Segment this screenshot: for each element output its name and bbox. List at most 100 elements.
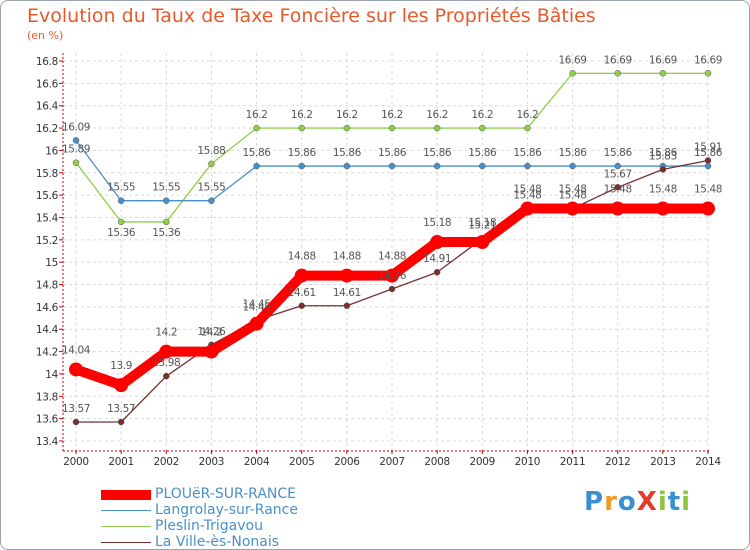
data-label: 14.91 [423,253,451,265]
series-point[interactable] [298,162,305,170]
data-label: 15.55 [152,182,180,194]
series-point[interactable] [163,372,170,380]
x-tick-label: 2000 [63,456,89,468]
data-label: 13.57 [62,403,90,415]
series-point[interactable] [433,124,441,132]
proxiti-logo: ProXiti [584,487,691,517]
series-point[interactable] [117,197,125,204]
y-tick-label: 13.8 [36,391,58,403]
series-point[interactable] [433,162,441,170]
x-tick-label: 2010 [515,456,541,468]
series-point[interactable] [72,159,80,166]
series-point[interactable] [114,378,129,393]
series-point[interactable] [655,201,670,216]
data-label: 15.36 [152,227,181,239]
series-point[interactable] [614,70,621,77]
series-point[interactable] [610,201,625,216]
series-point[interactable] [614,162,621,170]
y-tick-label: 15.4 [36,212,59,224]
series-point[interactable] [343,124,351,132]
series-point[interactable] [614,184,621,191]
series-point[interactable] [163,218,170,226]
series-point[interactable] [204,344,219,359]
series-point[interactable] [298,302,305,310]
series-point[interactable] [704,70,712,77]
y-tick-label: 14 [45,369,58,381]
series-point[interactable] [343,162,351,170]
series-point[interactable] [208,160,215,168]
data-label: 14.88 [378,251,406,263]
series-point[interactable] [569,70,576,77]
series-point[interactable] [565,201,580,216]
unit-label: (en %) [27,29,64,42]
data-label: 15.86 [288,147,317,159]
data-label: 16.69 [649,54,677,66]
y-tick-label: 14.8 [36,280,58,292]
x-tick-label: 2007 [379,456,405,468]
series-point[interactable] [117,418,125,426]
x-tick-label: 2011 [560,456,586,468]
y-tick-label: 14.2 [36,347,58,359]
legend-swatch [101,510,151,511]
series-point[interactable] [701,201,715,216]
x-tick-label: 2008 [424,456,450,468]
series-point[interactable] [208,197,215,204]
y-tick-label: 16.6 [36,78,59,90]
data-label: 14.48 [243,301,271,313]
data-label: 16.69 [559,54,587,66]
data-label: 15.86 [423,147,452,159]
series-point[interactable] [72,418,80,426]
data-label: 15.86 [378,147,407,159]
series-point[interactable] [69,362,83,377]
data-label: 16.2 [336,109,358,121]
series-point[interactable] [343,302,351,310]
logo-letter: X [636,487,658,517]
series-point[interactable] [479,162,486,170]
series-point[interactable] [524,162,531,170]
data-label: 15.55 [107,182,135,194]
y-tick-label: 14.6 [36,302,59,314]
x-tick-label: 2013 [650,456,676,468]
data-label: 14.88 [288,251,316,263]
series-point[interactable] [339,268,354,283]
series-point[interactable] [163,197,170,204]
series-point[interactable] [159,344,174,359]
series-point[interactable] [253,124,260,132]
series-point[interactable] [249,316,264,331]
series-point[interactable] [253,162,260,170]
series-point[interactable] [294,268,309,283]
series-point[interactable] [430,235,445,250]
series-point[interactable] [569,162,576,170]
y-tick-label: 13.4 [36,436,59,448]
series-point[interactable] [388,285,396,293]
series-point[interactable] [659,166,667,173]
series-point[interactable] [72,137,80,144]
data-label: 15.48 [559,190,587,202]
y-tick-label: 16.2 [36,123,58,135]
series-point[interactable] [524,124,531,132]
series-point[interactable] [433,268,441,276]
data-label: 15.89 [62,144,90,156]
y-tick-label: 15.8 [36,168,58,180]
series-point[interactable] [704,157,712,164]
logo-letter: P [584,487,605,517]
series-point[interactable] [117,218,125,226]
x-tick-label: 2006 [334,456,360,468]
data-labels: 16.09 15.55 15.55 15.55 15.86 15.86 15.86 15.86… [62,54,723,415]
legend-swatch [101,490,151,500]
series-point[interactable] [298,124,305,132]
data-label: 16.2 [381,109,403,121]
series-point[interactable] [659,70,667,77]
series-point[interactable] [520,201,535,216]
series-point[interactable] [704,162,712,170]
series-point[interactable] [385,268,399,283]
logo-letter: i [657,487,668,517]
logo-letter: o [617,487,637,517]
series-point[interactable] [475,235,490,250]
series-point[interactable] [388,162,396,170]
data-label: 14.2 [201,327,223,339]
x-tick-label: 2002 [154,456,180,468]
series-point[interactable] [479,124,486,132]
series-point[interactable] [388,124,396,132]
